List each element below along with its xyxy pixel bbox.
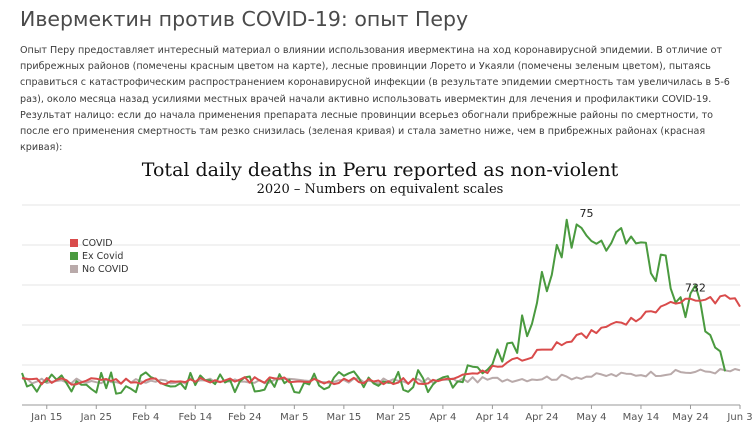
series-line-ex-covid [21, 218, 727, 395]
legend-label: No COVID [82, 264, 129, 275]
legend-swatch [70, 265, 78, 273]
annotation-label: 732 [685, 281, 706, 294]
chart-title: Total daily deaths in Peru reported as n… [142, 159, 619, 181]
x-tick-label: Apr 24 [525, 412, 558, 423]
x-tick-label: Apr 4 [429, 412, 456, 423]
article-paragraph: Опыт Перу предоставляет интересный матер… [20, 45, 730, 154]
annotations: 75 732 [579, 207, 705, 294]
x-tick-label: Apr 14 [476, 412, 509, 423]
chart-svg: Total daily deaths in Peru reported as n… [21, 159, 753, 423]
series-line-covid [21, 294, 741, 386]
x-tick-label: Mar 15 [326, 412, 361, 423]
x-tick-label: Jun 3 [726, 412, 752, 423]
legend-label: Ex Covid [82, 251, 123, 262]
x-tick-label: Mar 25 [376, 412, 411, 423]
legend-swatch [70, 239, 78, 247]
x-tick-label: Feb 4 [132, 412, 159, 423]
x-tick-label: Jan 15 [30, 412, 62, 423]
annotation-label: 75 [579, 207, 593, 220]
deaths-chart: Total daily deaths in Peru reported as n… [0, 150, 753, 432]
legend: COVID Ex Covid No COVID [70, 238, 129, 275]
series-layer [21, 218, 741, 395]
series-line-no-covid [21, 368, 741, 385]
x-tick-label: Jan 25 [80, 412, 112, 423]
x-tick-label: Mar 5 [280, 412, 308, 423]
article-title: Ивермектин против COVID-19: опыт Перу [20, 7, 469, 31]
x-axis: Jan 15 Jan 25 Feb 4 Feb 14 Feb 24 Mar 5 Mar 15… [22, 404, 753, 423]
x-tick-label: May 4 [576, 412, 606, 423]
legend-label: COVID [82, 238, 113, 249]
x-tick-label: May 24 [672, 412, 709, 423]
legend-swatch [70, 252, 78, 260]
x-tick-label: Feb 14 [179, 412, 213, 423]
x-tick-label: Feb 24 [228, 412, 262, 423]
x-tick-label: May 14 [623, 412, 660, 423]
chart-subtitle: 2020 – Numbers on equivalent scales [257, 182, 504, 197]
